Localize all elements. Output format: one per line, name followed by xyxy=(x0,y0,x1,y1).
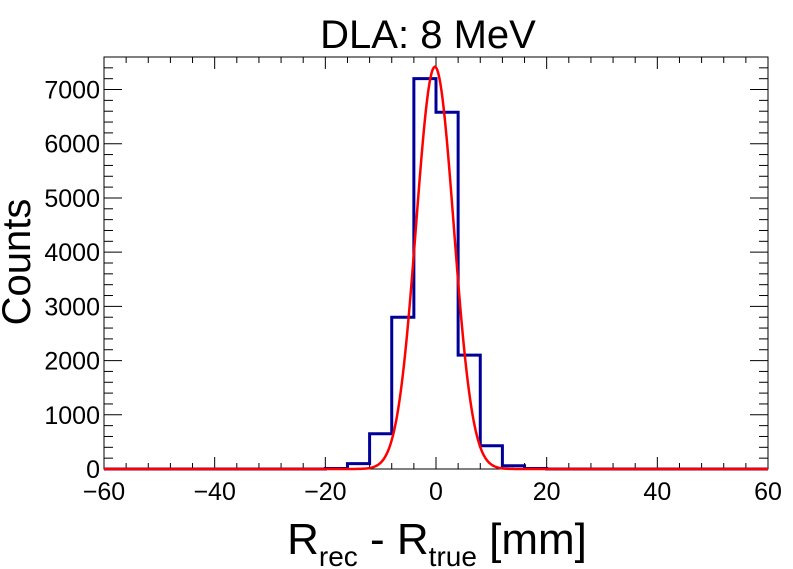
y-axis-ticks: 0 1000 2000 3000 4000 5000 6000 7000 xyxy=(44,56,768,484)
histogram-outline xyxy=(104,77,768,471)
plot-border xyxy=(103,56,769,470)
histogram-bin xyxy=(458,355,480,469)
x-tick-label: 60 xyxy=(754,478,782,506)
y-tick-label: 3000 xyxy=(44,293,100,321)
y-tick-label: 0 xyxy=(86,456,100,484)
x-axis-title: Rrec - Rtrue [mm] xyxy=(287,515,587,569)
x-tick-label: −40 xyxy=(193,478,235,506)
y-tick-label: 2000 xyxy=(44,348,100,376)
y-tick-label: 7000 xyxy=(44,77,100,105)
fit-curve xyxy=(104,65,768,471)
x-tick-label: −20 xyxy=(304,478,346,506)
y-tick-label: 5000 xyxy=(44,185,100,213)
y-tick-label: 6000 xyxy=(44,131,100,159)
x-tick-label: 20 xyxy=(533,478,561,506)
x-tick-label: −60 xyxy=(83,478,125,506)
x-tick-label: 0 xyxy=(429,478,443,506)
y-axis-title: Counts xyxy=(0,199,39,326)
x-axis-ticks: −60 −40 −20 0 20 40 60 xyxy=(83,57,782,506)
chart-title: DLA: 8 MeV xyxy=(320,13,536,57)
x-tick-label: 40 xyxy=(643,478,671,506)
histogram-bin xyxy=(392,317,414,469)
plot-frame xyxy=(103,56,769,470)
gaussian-fit-series xyxy=(104,65,768,471)
histogram-bin xyxy=(414,79,436,469)
y-tick-label: 1000 xyxy=(44,402,100,430)
histogram-series xyxy=(104,77,768,471)
y-tick-label: 4000 xyxy=(44,239,100,267)
histogram-bin xyxy=(436,112,458,469)
